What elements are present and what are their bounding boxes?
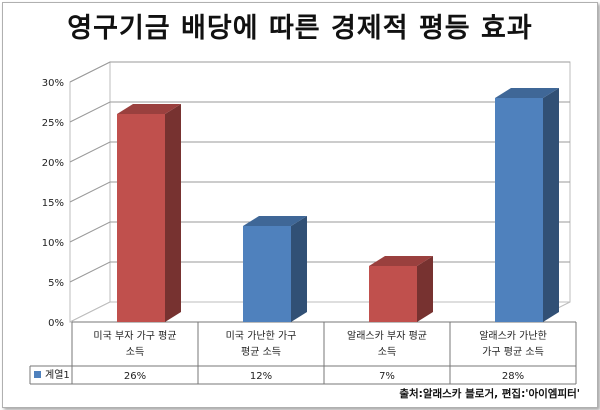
- bar-side: [417, 256, 433, 322]
- gridline: [69, 221, 570, 243]
- y-tick-label: 5%: [48, 278, 64, 289]
- data-table-value: 26%: [124, 371, 146, 382]
- bar: [243, 226, 291, 322]
- category-label: 소득: [126, 346, 144, 358]
- bar: [495, 98, 543, 322]
- gridline: [69, 101, 570, 123]
- category-label: 평균 소득: [241, 346, 281, 358]
- bar-top: [369, 256, 433, 266]
- source-credit: 출처:알래스카 블로거, 편집:'아이엠피터': [399, 388, 580, 400]
- gridline: [69, 141, 570, 163]
- y-tick-label: 25%: [42, 118, 64, 129]
- category-label: 알래스카 부자 평균: [347, 330, 427, 342]
- data-table-value: 28%: [502, 371, 524, 382]
- bar-top: [243, 216, 307, 226]
- bar-top: [117, 104, 181, 114]
- gridline: [69, 181, 570, 203]
- bar: [117, 114, 165, 322]
- bar-side: [543, 88, 559, 322]
- y-tick-label: 30%: [42, 78, 64, 89]
- gridline: [69, 61, 570, 83]
- legend-label: 계열1: [45, 369, 70, 381]
- category-label: 가구 평균 소득: [482, 346, 544, 358]
- legend-key: [34, 371, 41, 378]
- y-tick-label: 20%: [42, 158, 64, 169]
- bar: [369, 266, 417, 322]
- bar-side: [291, 216, 307, 322]
- bar-side: [165, 104, 181, 322]
- data-table-value: 12%: [250, 371, 272, 382]
- y-tick-label: 0%: [48, 318, 64, 329]
- y-tick-label: 10%: [42, 238, 64, 249]
- category-label: 미국 부자 가구 평균: [93, 330, 176, 342]
- category-label: 소득: [378, 346, 396, 358]
- chart-title: 영구기금 배당에 따른 경제적 평등 효과: [67, 13, 533, 44]
- y-tick-label: 15%: [42, 198, 64, 209]
- category-label: 알래스카 가난한: [479, 330, 547, 342]
- bar-top: [495, 88, 559, 98]
- data-table-value: 7%: [379, 371, 395, 382]
- category-label: 미국 가난한 가구: [226, 330, 297, 342]
